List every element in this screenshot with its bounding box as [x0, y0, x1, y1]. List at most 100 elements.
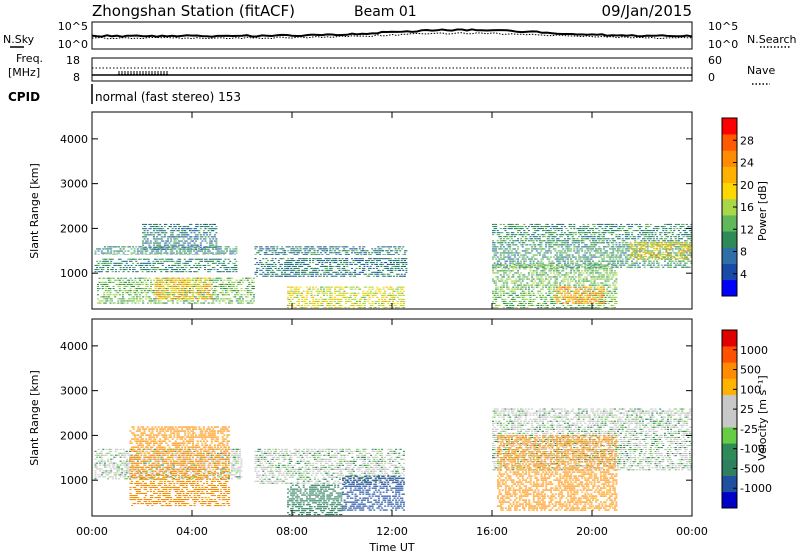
power-echo-cell — [173, 244, 176, 246]
power-echo-cell — [646, 248, 649, 250]
power-echo-cell — [290, 258, 293, 260]
power-echo-cell — [556, 242, 559, 244]
power-echo-cell — [626, 254, 629, 256]
power-echo-cell — [521, 254, 524, 256]
power-echo-cell — [643, 266, 646, 268]
power-echo-cell — [160, 236, 163, 238]
power-echo-cell — [582, 228, 585, 230]
power-echo-cell — [97, 298, 99, 300]
power-echo-cell — [118, 290, 121, 292]
power-echo-cell — [667, 256, 669, 258]
power-echo-cell — [302, 275, 305, 277]
power-echo-cell — [215, 296, 218, 298]
power-echo-cell — [293, 307, 296, 309]
power-echo-cell — [310, 246, 313, 248]
power-echo-cell — [335, 298, 338, 300]
power-echo-cell — [652, 236, 655, 238]
power-echo-cell — [266, 263, 269, 265]
power-echo-cell — [156, 298, 159, 300]
power-echo-cell — [334, 290, 336, 292]
power-echo-cell — [682, 258, 685, 260]
power-echo-cell — [384, 298, 387, 300]
power-echo-cell — [354, 273, 357, 275]
power-echo-cell — [595, 228, 598, 230]
power-echo-cell — [568, 232, 571, 234]
power-echo-cell — [656, 242, 659, 244]
power-echo-cell — [648, 252, 651, 254]
power-echo-cell — [524, 232, 527, 234]
power-echo-cell — [103, 283, 106, 285]
power-echo-cell — [223, 294, 226, 296]
power-echo-cell — [109, 288, 112, 290]
power-echo-cell — [581, 238, 584, 240]
power-echo-cell — [375, 260, 378, 262]
power-echo-cell — [327, 271, 330, 273]
power-echo-cell — [148, 298, 151, 300]
power-echo-cell — [171, 289, 174, 291]
power-echo-cell — [552, 262, 555, 264]
power-echo-cell — [607, 230, 610, 232]
power-echo-cell — [315, 273, 318, 275]
power-echo-cell — [128, 279, 131, 281]
power-echo-cell — [612, 266, 615, 268]
power-echo-cell — [674, 226, 677, 228]
power-echo-cell — [319, 260, 322, 262]
power-echo-cell — [106, 283, 109, 285]
power-echo-cell — [192, 285, 195, 287]
power-echo-cell — [157, 281, 160, 283]
power-echo-cell — [388, 254, 391, 256]
power-echo-cell — [538, 238, 541, 240]
power-echo-cell — [136, 250, 139, 252]
power-echo-cell — [626, 238, 629, 240]
power-echo-cell — [164, 277, 167, 279]
power-echo-cell — [210, 230, 213, 232]
power-echo-cell — [637, 236, 640, 238]
power-echo-cell — [391, 267, 394, 269]
power-echo-cell — [152, 260, 155, 262]
power-echo-cell — [646, 246, 649, 248]
power-echo-cell — [312, 286, 315, 288]
power-echo-cell — [357, 286, 360, 288]
power-echo-cell — [546, 242, 549, 244]
power-echo-cell — [499, 252, 502, 254]
power-echo-cell — [610, 226, 613, 228]
power-echo-cell — [287, 269, 290, 271]
power-echo-cell — [548, 234, 551, 236]
power-echo-cell — [538, 252, 541, 254]
power-echo-cell — [329, 269, 332, 271]
power-echo-cell — [618, 228, 621, 230]
power-echo-cell — [398, 286, 401, 288]
power-echo-cell — [649, 250, 652, 252]
power-echo-cell — [565, 242, 568, 244]
power-echo-cell — [172, 269, 175, 271]
power-echo-cell — [613, 226, 616, 228]
power-echo-cell — [510, 242, 513, 244]
power-echo-cell — [656, 226, 659, 228]
power-echo-cell — [177, 246, 180, 248]
power-echo-cell — [365, 260, 367, 262]
power-echo-cell — [615, 246, 618, 248]
power-echo-cell — [593, 240, 596, 242]
power-echo-cell — [220, 298, 223, 300]
power-echo-cell — [632, 236, 635, 238]
power-echo-cell — [493, 242, 496, 244]
power-echo-cell — [201, 260, 203, 262]
power-echo-cell — [368, 252, 371, 254]
power-echo-cell — [228, 279, 230, 281]
power-echo-cell — [162, 285, 165, 287]
power-echo-cell — [146, 232, 149, 234]
power-echo-cell — [146, 292, 149, 294]
power-echo-cell — [524, 248, 527, 250]
power-echo-cell — [103, 281, 106, 283]
power-echo-cell — [592, 248, 594, 250]
power-echo-cell — [498, 232, 501, 234]
power-echo-cell — [524, 236, 527, 238]
power-echo-cell — [103, 277, 106, 279]
power-echo-cell — [372, 271, 375, 273]
power-echo-cell — [685, 236, 688, 238]
power-echo-cell — [524, 250, 527, 252]
power-echo-cell — [259, 246, 262, 248]
power-echo-cell — [284, 265, 287, 267]
power-echo-cell — [174, 244, 177, 246]
power-echo-cell — [509, 262, 512, 264]
